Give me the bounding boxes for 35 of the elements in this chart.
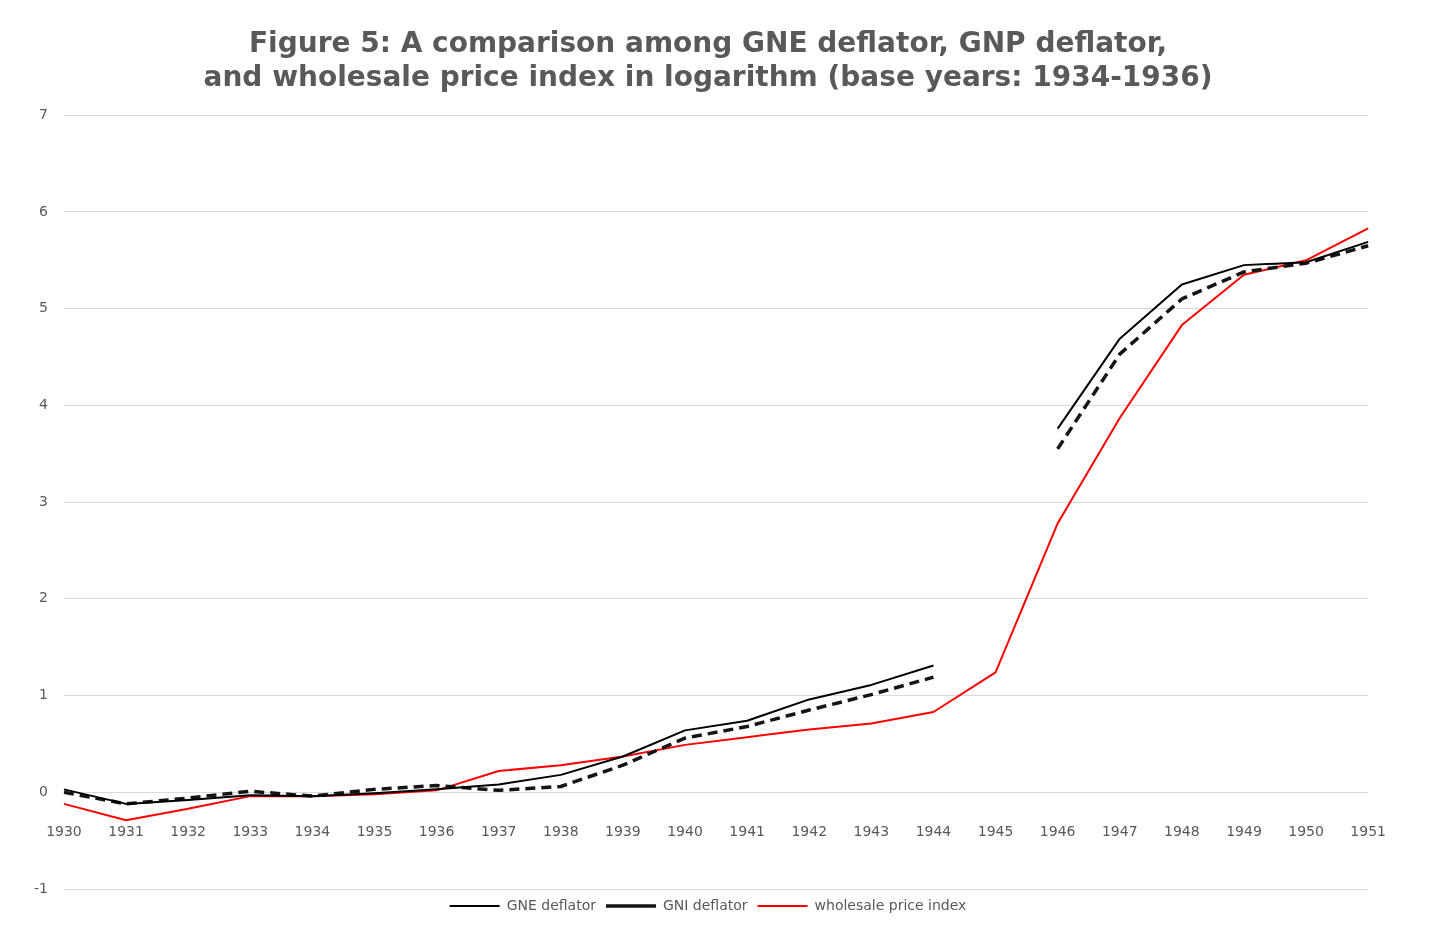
x-tick-label: 1939 — [605, 823, 641, 840]
x-tick-label: 1932 — [170, 823, 206, 840]
x-tick-label: 1931 — [108, 823, 144, 840]
y-tick-label: 1 — [39, 686, 48, 703]
y-tick-label: 6 — [39, 202, 49, 219]
x-tick-label: 1951 — [1350, 823, 1387, 840]
x-tick-label: 1946 — [1039, 823, 1076, 840]
x-tick-label: 1933 — [232, 823, 269, 840]
x-tick-label: 1934 — [294, 823, 331, 840]
x-tick-label: 1945 — [977, 823, 1014, 840]
y-tick-label: 5 — [39, 299, 48, 316]
x-tick-label: 1950 — [1288, 823, 1324, 840]
y-tick-label: 0 — [39, 782, 48, 799]
x-tick-label: 1930 — [46, 823, 82, 840]
x-tick-label: 1936 — [418, 823, 455, 840]
y-tick-label: -1 — [33, 879, 48, 896]
y-tick-label: 7 — [39, 105, 48, 122]
legend-label: wholesale price index — [814, 896, 967, 913]
y-tick-label: 4 — [39, 396, 49, 413]
chart-title: Figure 5: A comparison among GNE deflator, GNP deflator, and wholesale price index in logarithm (base years: 1934-1936) — [203, 26, 1213, 93]
y-tick-label: 2 — [39, 589, 48, 606]
x-tick-label: 1942 — [791, 823, 828, 840]
y-tick-label: 3 — [39, 492, 48, 509]
x-tick-label: 1944 — [915, 823, 952, 840]
x-tick-label: 1941 — [729, 823, 765, 840]
x-tick-label: 1937 — [480, 823, 517, 840]
x-tick-label: 1940 — [667, 823, 703, 840]
legend-label: GNI deflator — [662, 896, 748, 913]
x-tick-label: 1935 — [356, 823, 393, 840]
x-tick-label: 1949 — [1226, 823, 1262, 840]
x-tick-label: 1948 — [1164, 823, 1200, 840]
x-tick-label: 1947 — [1101, 823, 1138, 840]
legend-label: GNE deflator — [506, 896, 597, 913]
x-tick-label: 1938 — [542, 823, 579, 840]
x-tick-label: 1943 — [853, 823, 890, 840]
